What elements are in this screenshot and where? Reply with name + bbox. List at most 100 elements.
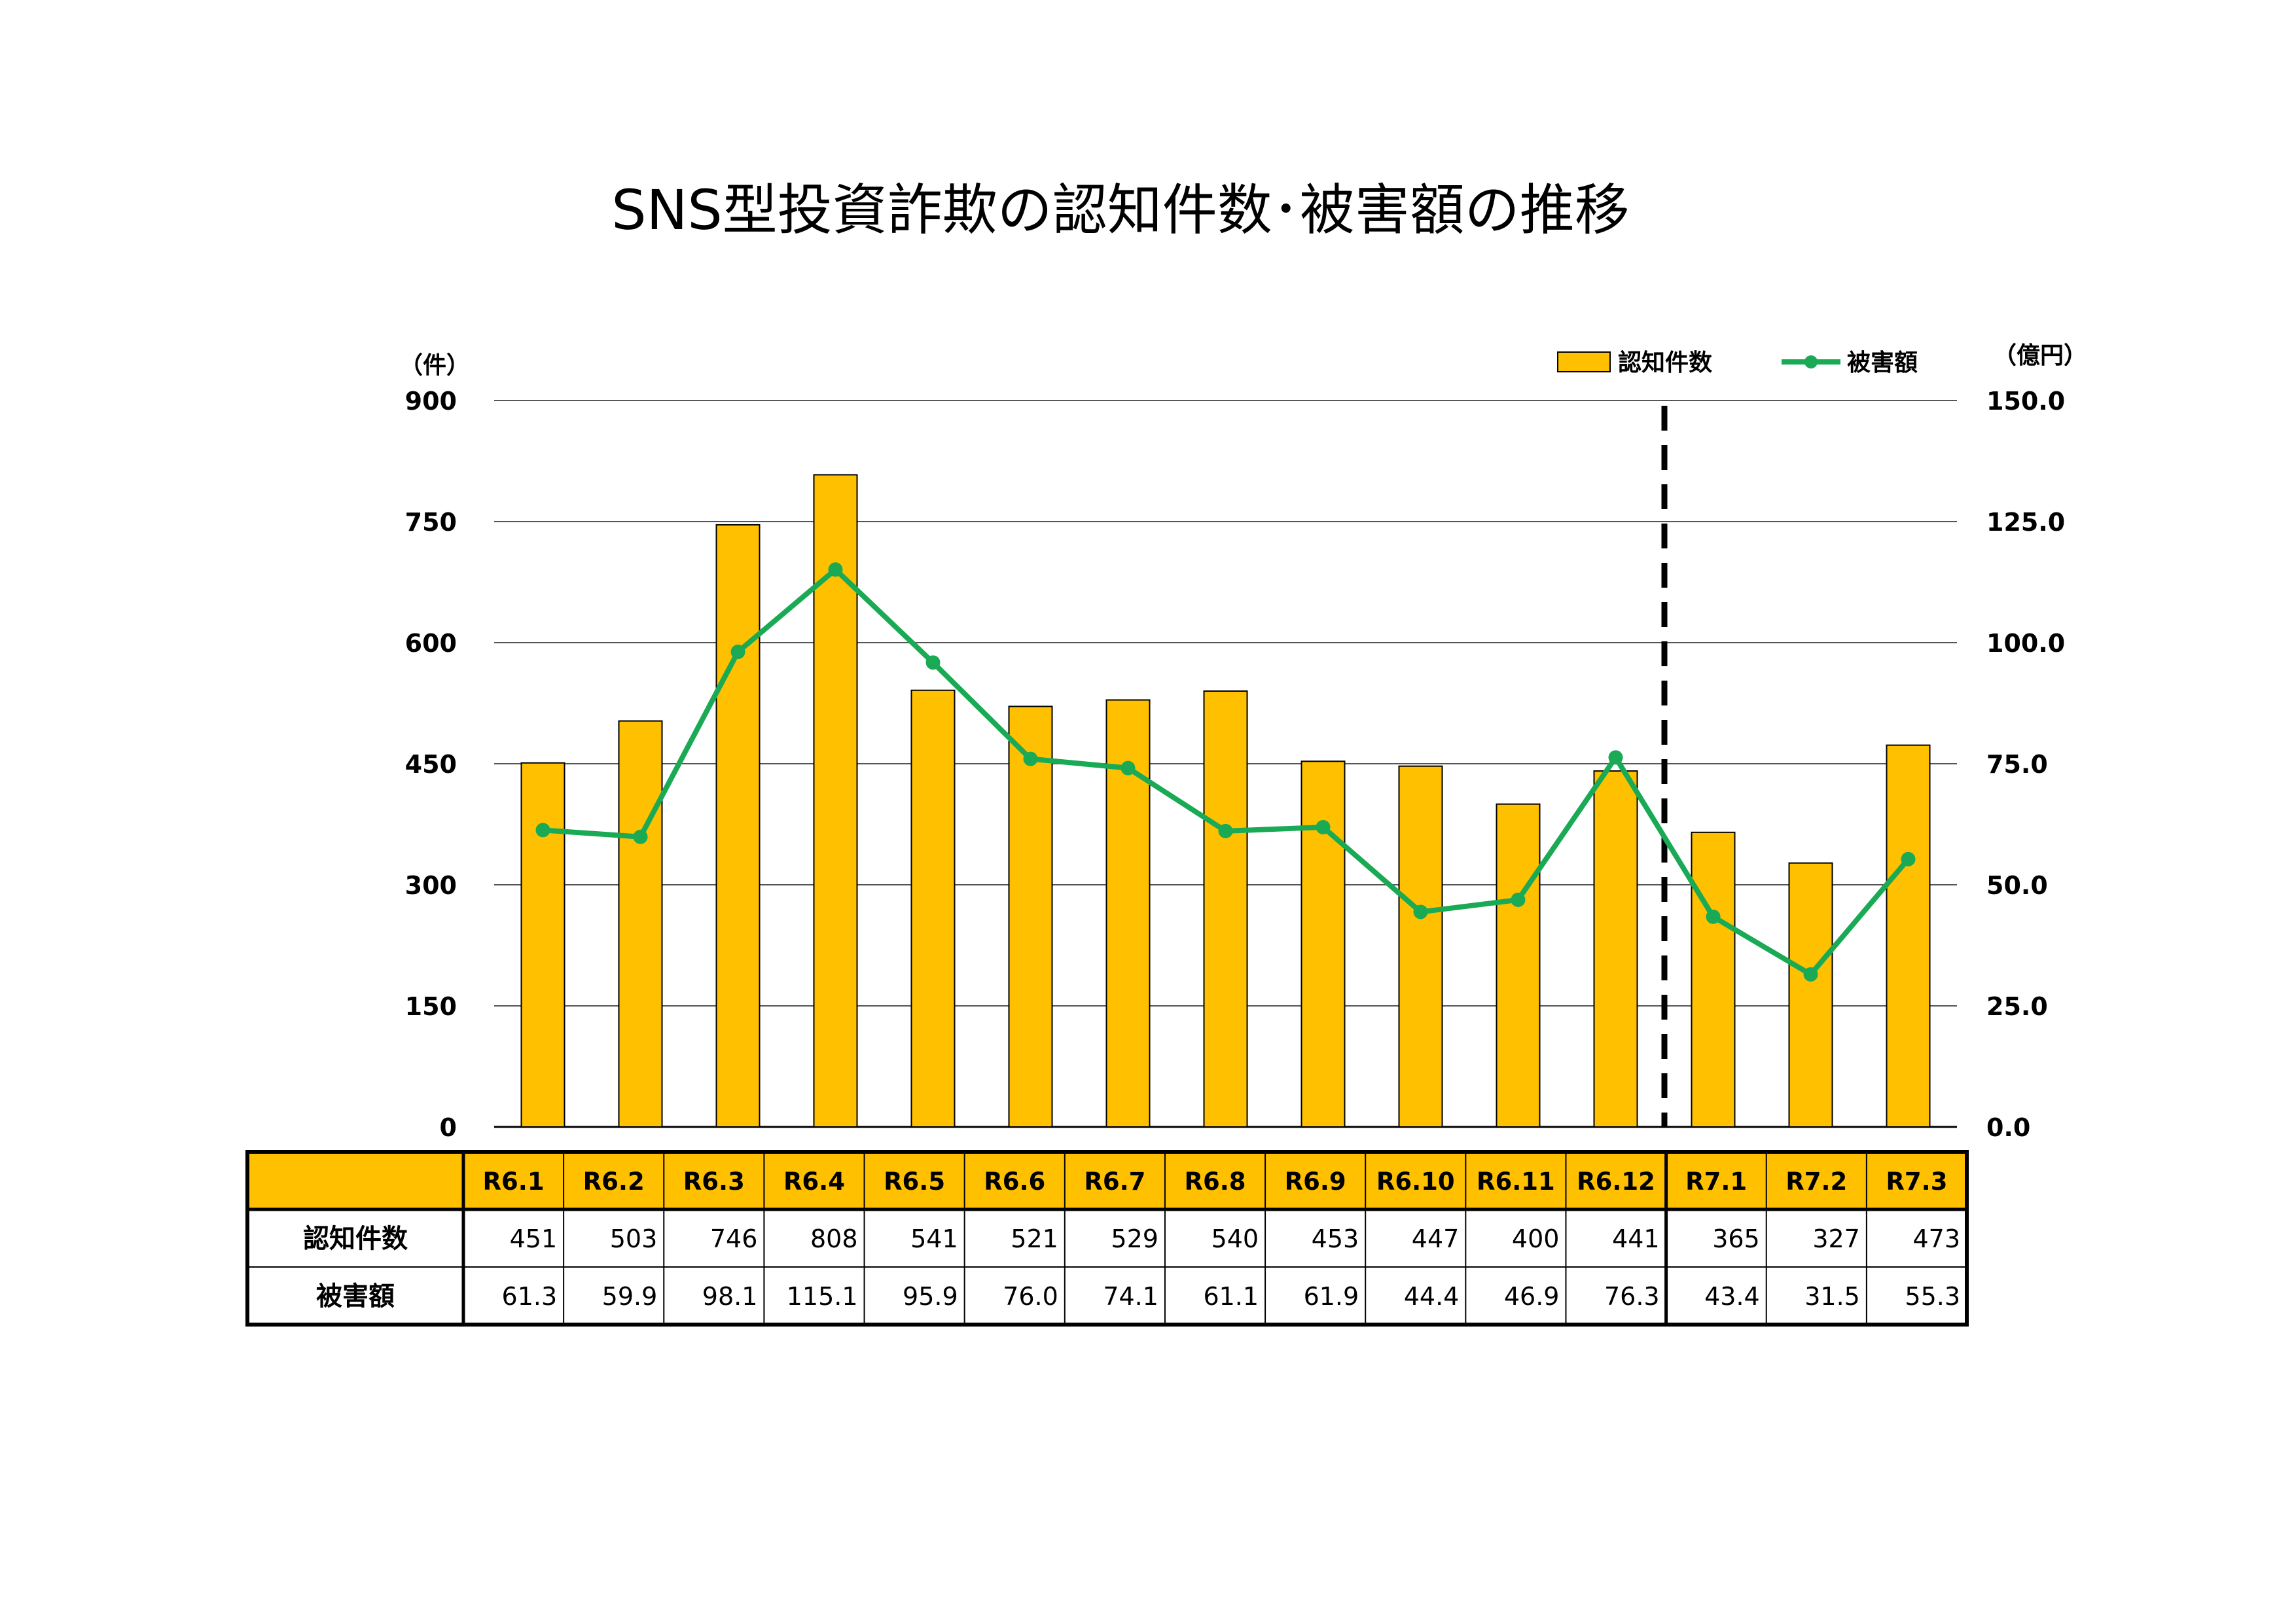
table-category-label: R7.2	[1785, 1168, 1847, 1196]
bar	[715, 524, 761, 1128]
table-value: 453	[1312, 1224, 1359, 1253]
bar	[1203, 690, 1248, 1128]
table-category-label: R6.6	[984, 1168, 1045, 1196]
table-value: 447	[1412, 1224, 1460, 1253]
table-value: 115.1	[787, 1282, 858, 1311]
line-point	[1023, 751, 1038, 766]
table-value: 541	[910, 1224, 958, 1253]
bar	[1593, 770, 1638, 1128]
left-tick-label: 750	[405, 508, 457, 537]
line-point	[1803, 967, 1818, 982]
table-value: 44.4	[1404, 1282, 1460, 1311]
table-value: 746	[710, 1224, 758, 1253]
left-axis-unit: （件）	[399, 352, 470, 379]
right-tick-label: 150.0	[1986, 387, 2065, 416]
table-category-label: R6.12	[1577, 1168, 1655, 1196]
table-category-label: R6.10	[1376, 1168, 1455, 1196]
bar	[1788, 862, 1833, 1128]
table-value: 95.9	[903, 1282, 958, 1311]
bar	[1008, 705, 1053, 1128]
right-tick-label: 100.0	[1986, 629, 2065, 658]
table-value: 451	[510, 1224, 558, 1253]
bar	[1691, 831, 1736, 1128]
bar	[910, 689, 956, 1128]
table-value: 473	[1912, 1224, 1960, 1253]
legend: 認知件数 被害額	[1557, 349, 1918, 376]
bar	[520, 762, 565, 1128]
bar	[618, 720, 663, 1128]
table-border	[245, 1150, 1969, 1327]
legend-line-marker	[1804, 355, 1818, 368]
table-value: 43.4	[1704, 1282, 1760, 1311]
left-tick-label: 900	[405, 387, 457, 416]
line-point	[1316, 819, 1331, 834]
right-axis-unit: （億円）	[1993, 342, 2087, 369]
table-category-label: R7.3	[1886, 1168, 1947, 1196]
left-tick-label: 300	[405, 871, 457, 900]
table-value: 441	[1612, 1224, 1660, 1253]
right-tick-label: 25.0	[1986, 992, 2048, 1021]
table-category-label: R7.1	[1685, 1168, 1747, 1196]
line-point	[633, 829, 648, 844]
bar	[1398, 765, 1443, 1128]
line-point	[1511, 892, 1526, 907]
right-axis: （億円） 0.0 25.0 50.0 75.0 100.0 125.0 150.0	[1986, 342, 2087, 1142]
line-point	[1901, 851, 1916, 866]
table-category-label: R6.8	[1184, 1168, 1246, 1196]
table-category-label: R6.2	[583, 1168, 645, 1196]
table-value: 540	[1211, 1224, 1259, 1253]
line-point	[1706, 909, 1721, 924]
table-value: 31.5	[1804, 1282, 1860, 1311]
bar	[1886, 744, 1931, 1128]
table-value: 98.1	[702, 1282, 758, 1311]
table-value: 400	[1512, 1224, 1560, 1253]
table-value: 76.0	[1003, 1282, 1058, 1311]
bars	[520, 474, 1931, 1128]
table-value: 74.1	[1103, 1282, 1158, 1311]
table-header-bg	[247, 1152, 1967, 1209]
line-point	[925, 655, 941, 670]
bar	[1300, 760, 1346, 1128]
left-tick-label: 150	[405, 992, 457, 1021]
table-category-label: R6.1	[483, 1168, 545, 1196]
table-value: 76.3	[1604, 1282, 1660, 1311]
damage-line	[535, 562, 1916, 982]
left-tick-label: 600	[405, 629, 457, 658]
line-point	[828, 562, 843, 577]
table-row-label: 認知件数	[303, 1224, 408, 1254]
line-point	[1121, 760, 1136, 776]
legend-bar-label: 認知件数	[1618, 349, 1712, 376]
line-point	[535, 823, 550, 838]
right-tick-label: 125.0	[1986, 508, 2065, 537]
table-value: 55.3	[1905, 1282, 1960, 1311]
right-tick-label: 75.0	[1986, 750, 2048, 779]
data-table: R6.1 R6.2 R6.3 R6.4 R6.5 R6.6 R6.7 R6.8 R6.9 R6.1…	[245, 1150, 1969, 1327]
legend-line-label: 被害額	[1847, 349, 1918, 376]
left-tick-label: 450	[405, 750, 457, 779]
chart-title: SNS型投資詐欺の認知件数･被害額の推移	[611, 178, 1629, 242]
line-point	[1218, 823, 1233, 838]
table-category-label: R6.7	[1084, 1168, 1145, 1196]
left-tick-label: 0	[440, 1113, 457, 1142]
right-tick-label: 50.0	[1986, 871, 2048, 900]
table-category-label: R6.9	[1285, 1168, 1346, 1196]
table-value: 61.9	[1304, 1282, 1359, 1311]
table-category-label: R6.3	[683, 1168, 745, 1196]
table-category-label: R6.11	[1477, 1168, 1555, 1196]
line-point	[1413, 904, 1428, 919]
legend-bar-swatch	[1557, 351, 1611, 372]
table-value: 59.9	[602, 1282, 658, 1311]
table-value: 61.3	[502, 1282, 558, 1311]
line-point	[730, 645, 745, 660]
table-value: 365	[1712, 1224, 1760, 1253]
right-tick-label: 0.0	[1986, 1113, 2030, 1142]
line-point	[1608, 750, 1623, 765]
table-value: 503	[610, 1224, 658, 1253]
table-category-label: R6.4	[783, 1168, 845, 1196]
table-value: 61.1	[1203, 1282, 1259, 1311]
table-category-label: R6.5	[884, 1168, 945, 1196]
table-value: 46.9	[1504, 1282, 1560, 1311]
table-value: 808	[810, 1224, 858, 1253]
table-row-label: 被害額	[316, 1281, 395, 1311]
